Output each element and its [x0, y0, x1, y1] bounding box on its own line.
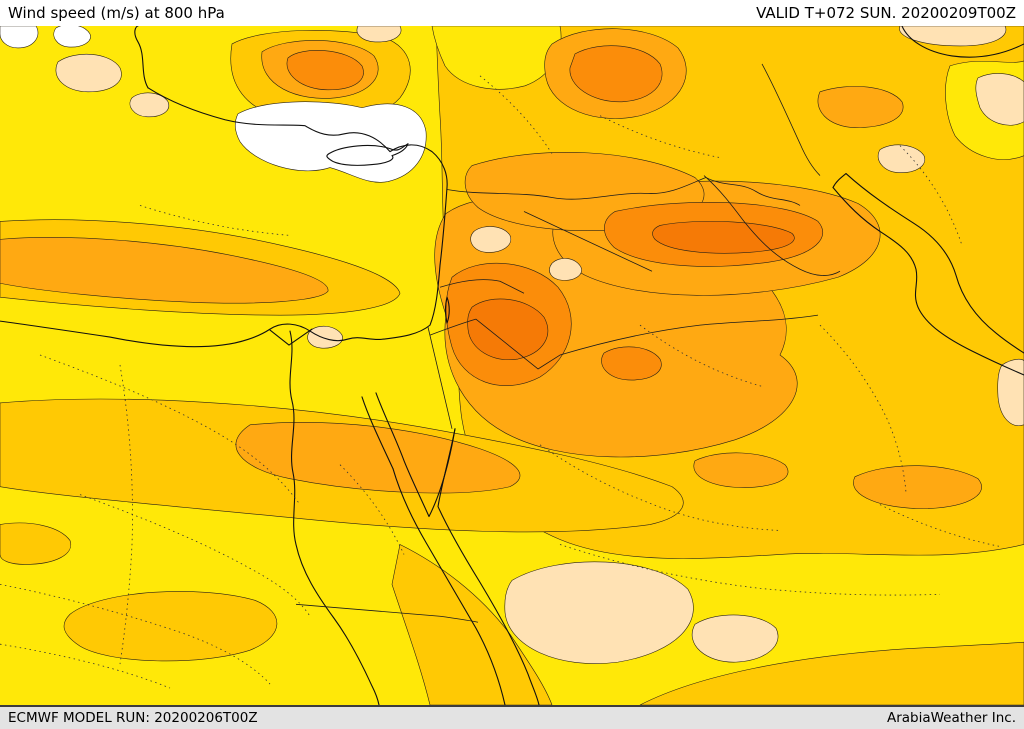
contour-region [693, 452, 789, 488]
contour-region [356, 26, 402, 43]
country-borders [295, 63, 841, 623]
contour-region [63, 591, 278, 662]
caspian-coast [901, 26, 1024, 58]
iraq-iran-border [703, 175, 841, 276]
contour-region [470, 226, 512, 253]
contour-region [53, 26, 91, 48]
contour-region [652, 220, 795, 254]
coastlines [0, 26, 1024, 705]
israel-egypt-border [427, 327, 453, 429]
map-footer: ECMWF MODEL RUN: 20200206T00Z ArabiaWeat… [0, 705, 1024, 729]
contour-region [691, 614, 779, 663]
contour-region [307, 325, 343, 349]
contour-region [467, 298, 549, 360]
mediterranean-coastline [0, 87, 448, 348]
contour-cream-layer [55, 26, 1024, 664]
dotted-border [599, 115, 721, 159]
dotted-border [139, 205, 291, 236]
contour-deep-orange-layer [467, 220, 795, 360]
contour-region [899, 26, 1007, 47]
contour-region [877, 144, 926, 173]
map-area [0, 26, 1024, 705]
dotted-border [639, 324, 765, 388]
dotted-border [559, 544, 941, 596]
persian-gulf-iran-coast [845, 173, 1024, 354]
persian-gulf-arab-coast [832, 186, 1024, 376]
contour-region [549, 258, 582, 281]
contour-region [55, 53, 122, 93]
contour-region [997, 358, 1024, 426]
turkey-syria-border [446, 177, 801, 206]
contour-region [391, 544, 553, 705]
contour-region [569, 45, 663, 103]
contour-region [0, 522, 72, 565]
map-title: Wind speed (m/s) at 800 hPa [8, 4, 225, 22]
gulf-of-suez-west [361, 396, 394, 470]
contour-region [286, 50, 364, 91]
contour-white-layer [0, 26, 427, 183]
dotted-border [339, 464, 405, 555]
dotted-border [0, 643, 171, 689]
contour-region [639, 641, 1024, 705]
contour-region [601, 346, 662, 381]
dotted-border [539, 444, 781, 531]
jordan-saudi-iraq-border [429, 314, 819, 370]
contour-region [235, 422, 521, 494]
brand-label: ArabiaWeather Inc. [886, 710, 1016, 726]
dotted-border [0, 583, 271, 685]
contour-region [234, 101, 427, 183]
weather-map-svg [0, 26, 1024, 705]
egypt-sudan-border [295, 603, 479, 623]
contour-region [0, 237, 329, 304]
red-sea-west-coast [392, 468, 506, 705]
turkey-iran-border [761, 63, 821, 176]
map-header: Wind speed (m/s) at 800 hPa VALID T+072 … [0, 0, 1024, 26]
shatt-al-arab [832, 173, 847, 189]
syria-iraq-border [523, 211, 653, 272]
red-sea-east-coast [437, 428, 540, 705]
model-run-label: ECMWF MODEL RUN: 20200206T00Z [8, 710, 258, 726]
contour-region [975, 73, 1024, 126]
contour-region [853, 465, 982, 509]
nile-delta [269, 328, 313, 346]
dead-sea [444, 296, 450, 324]
nile-river [289, 330, 380, 705]
contour-region [129, 92, 170, 118]
contour-region [0, 26, 39, 49]
syria-jordan-border [439, 279, 525, 294]
dotted-border [899, 145, 963, 246]
cyprus-island [326, 143, 409, 166]
contour-region [504, 561, 694, 664]
west-turkey-coast [134, 26, 149, 89]
valid-time-label: VALID T+072 SUN. 20200209T00Z [756, 4, 1016, 22]
admin-borders-dotted [0, 75, 1001, 689]
dotted-border [879, 504, 1001, 547]
contour-region [817, 86, 904, 128]
dotted-border [479, 75, 553, 154]
